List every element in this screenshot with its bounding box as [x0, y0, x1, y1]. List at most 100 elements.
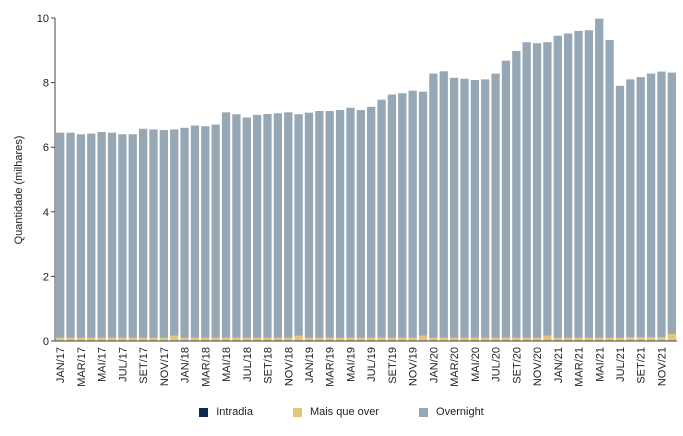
legend-label-mais-que-over: Mais que over	[309, 406, 380, 418]
bar-mais-que-over	[657, 337, 666, 341]
legend-label-intradia: Intradia	[216, 406, 253, 418]
bar-mais-que-over	[605, 337, 614, 341]
bar-overnight	[87, 133, 96, 338]
bar-overnight	[646, 73, 656, 338]
x-tick-label: MAR/20	[449, 347, 461, 387]
bar-mais-que-over	[97, 337, 106, 341]
bar-mais-que-over	[543, 335, 552, 341]
bar-overnight	[304, 112, 314, 338]
bar-mais-que-over	[460, 337, 469, 341]
bar-mais-que-over	[170, 335, 179, 341]
x-tick-label: SET/18	[263, 347, 275, 384]
bar-mais-que-over	[242, 337, 251, 341]
legend-item-intradia: Intradia	[199, 406, 253, 418]
bar-overnight	[211, 124, 220, 338]
bar-mais-que-over	[304, 337, 314, 341]
bar-mais-que-over	[284, 337, 293, 341]
bar-overnight	[315, 111, 324, 338]
bar-overnight	[263, 113, 272, 338]
bar-mais-que-over	[449, 337, 459, 341]
bar-mais-que-over	[491, 337, 500, 341]
x-tick-label: JAN/18	[180, 347, 192, 383]
bar-overnight	[512, 50, 521, 338]
bar-overnight	[449, 77, 459, 338]
x-tick-label: JUL/21	[615, 347, 627, 382]
bar-overnight	[367, 106, 376, 338]
x-axis: JAN/17 MAR/17 MAI/17 JUL/17 SET/17 NOV/17 JAN/…	[55, 340, 677, 387]
bar-mais-que-over	[470, 337, 479, 341]
bar-overnight	[180, 127, 189, 338]
legend: Intradia Mais que over Overnight	[0, 406, 683, 418]
bar-mais-que-over	[387, 337, 397, 341]
x-tick-label: JUL/18	[242, 347, 254, 382]
x-tick-label: JAN/21	[553, 347, 565, 383]
x-tick-label: MAR/19	[325, 347, 337, 387]
bar-overnight	[273, 113, 283, 338]
bar-mais-que-over	[481, 337, 490, 341]
bar-overnight	[667, 72, 676, 334]
bar-overnight	[149, 129, 158, 338]
y-axis: 0 2 4 6 8 10	[37, 13, 56, 348]
legend-label-overnight: Overnight	[436, 406, 484, 418]
y-tick-label: 4	[43, 207, 49, 219]
bar-overnight	[56, 132, 65, 338]
x-tick-label: SET/17	[138, 347, 150, 384]
bar-mais-que-over	[325, 337, 334, 341]
bar-overnight	[170, 129, 179, 336]
bar-mais-que-over	[564, 337, 573, 341]
bar-mais-que-over	[646, 337, 656, 341]
x-tick-label: NOV/19	[408, 347, 420, 386]
bar-mais-que-over	[512, 337, 521, 341]
bar-overnight	[377, 99, 386, 338]
bar-overnight	[346, 107, 355, 338]
bar-overnight	[564, 33, 573, 338]
bar-mais-que-over	[626, 337, 635, 341]
bar-overnight	[294, 114, 303, 336]
bar-overnight	[335, 110, 345, 338]
bar-mais-que-over	[439, 337, 448, 341]
bar-mais-que-over	[221, 337, 231, 341]
bar-mais-que-over	[574, 337, 583, 341]
bar-overnight	[636, 77, 645, 338]
bar-mais-que-over	[138, 337, 148, 341]
bar-overnight	[532, 43, 542, 338]
bar-mais-que-over	[356, 337, 365, 341]
x-tick-label: JAN/17	[55, 347, 67, 383]
bar-overnight	[605, 39, 614, 338]
legend-swatch-intradia	[199, 407, 209, 417]
bar-overnight	[439, 71, 448, 338]
legend-item-overnight: Overnight	[419, 406, 484, 418]
bar-mais-que-over	[615, 337, 625, 341]
x-tick-label: NOV/17	[159, 347, 171, 386]
x-tick-label: MAI/21	[594, 347, 606, 382]
bar-mais-que-over	[159, 337, 168, 341]
bar-overnight	[325, 111, 334, 338]
bar-mais-que-over	[76, 337, 86, 341]
bar-overnight	[522, 42, 531, 338]
x-tick-label: JUL/19	[366, 347, 378, 382]
bar-overnight	[107, 132, 117, 338]
bar-mais-que-over	[398, 337, 407, 341]
x-tick-label: NOV/21	[656, 347, 668, 386]
bar-overnight	[118, 134, 127, 338]
x-tick-label: MAI/19	[345, 347, 357, 382]
bar-overnight	[387, 94, 397, 338]
bar-overnight	[626, 79, 635, 338]
x-tick-label: MAI/20	[470, 347, 482, 382]
y-tick-label: 2	[43, 271, 49, 283]
bar-overnight	[501, 60, 511, 338]
bar-mais-que-over	[180, 337, 189, 341]
bar-mais-que-over	[553, 337, 562, 341]
bar-overnight	[97, 132, 106, 338]
bar-overnight	[221, 112, 231, 338]
bar-overnight	[657, 71, 666, 338]
y-axis-title: Quantidade (milhares)	[13, 136, 25, 245]
bar-overnight	[470, 80, 479, 338]
bar-overnight	[159, 130, 168, 338]
x-tick-label: MAI/18	[221, 347, 233, 382]
bar-mais-que-over	[418, 335, 428, 341]
y-tick-label: 0	[43, 336, 49, 348]
bar-overnight	[398, 93, 407, 338]
x-tick-label: NOV/18	[283, 347, 295, 386]
